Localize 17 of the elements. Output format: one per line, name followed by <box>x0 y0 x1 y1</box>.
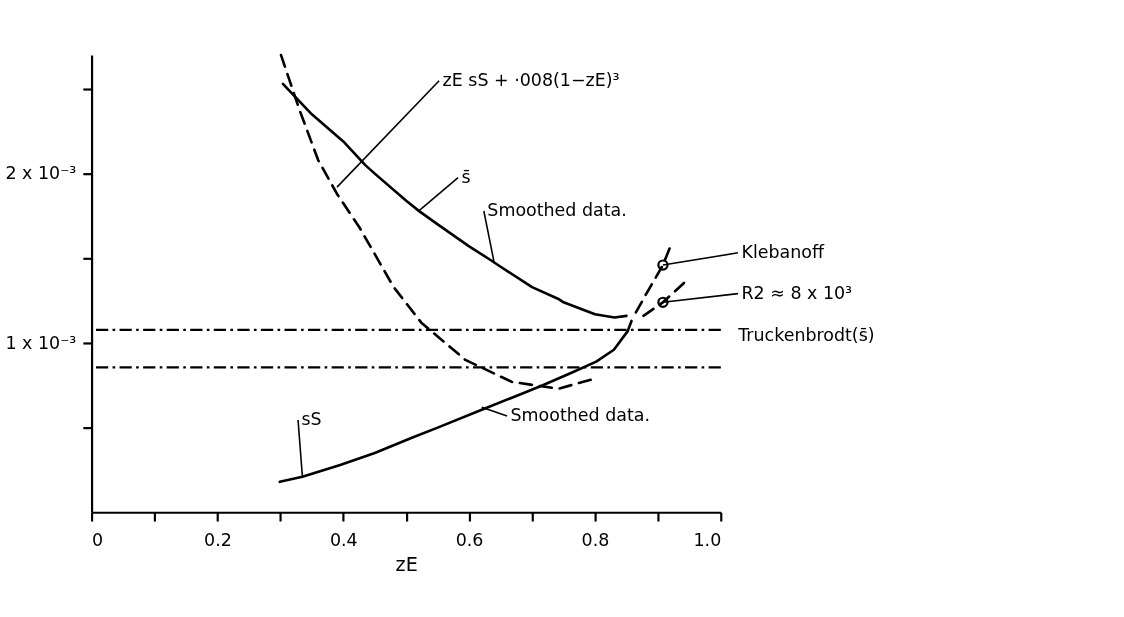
annotation: Klebanoff <box>741 242 825 263</box>
annotation: sS <box>301 409 322 430</box>
y-tick-label: 2 x 10⁻³ <box>5 163 77 184</box>
annotation: s̄ <box>461 166 471 187</box>
x-tick-label: 0.8 <box>581 529 610 550</box>
x-tick-label: 0.6 <box>455 529 484 550</box>
x-axis-title: zE <box>395 553 418 577</box>
x-tick-label: 0.4 <box>329 529 358 550</box>
y-tick-label: 1 x 10⁻³ <box>5 332 77 353</box>
annotation: zE sS + ·008(1−zE)³ <box>442 69 620 90</box>
annotation: Smoothed data. <box>487 200 627 221</box>
x-tick-label: 0 <box>92 529 104 550</box>
x-tick-label: 0.2 <box>204 529 232 550</box>
x-tick-label: 1.0 <box>693 529 722 550</box>
annotation: R2 ≈ 8 x 10³ <box>741 282 853 303</box>
annotation: Smoothed data. <box>510 405 650 426</box>
ref-line-label: Truckenbrodt(s̄) <box>737 325 875 346</box>
